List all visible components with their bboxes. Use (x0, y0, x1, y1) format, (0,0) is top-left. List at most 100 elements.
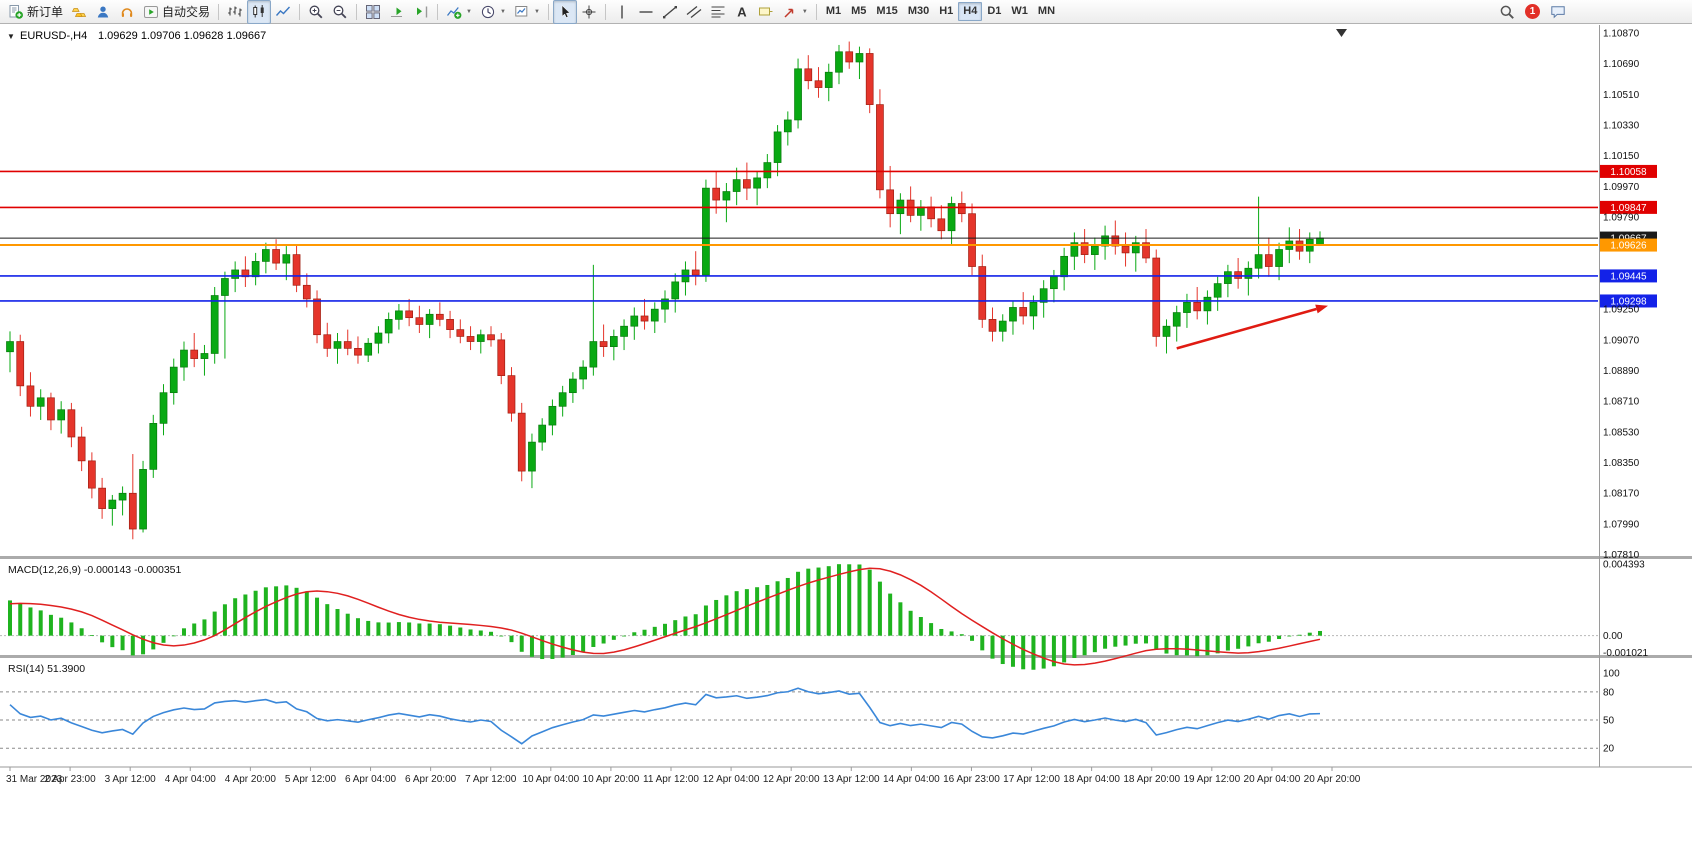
svg-text:1.09626: 1.09626 (1610, 241, 1647, 252)
one-click-trading-toggle[interactable]: ▼ (7, 32, 15, 41)
candle (231, 261, 240, 293)
timeframe-W1[interactable]: W1 (1011, 5, 1028, 17)
text-icon: A (734, 4, 750, 20)
price-badge-1.09626 (1600, 238, 1657, 252)
macd-bar (683, 616, 688, 636)
candle (753, 171, 761, 206)
time-label: 7 Apr 12:00 (465, 774, 517, 785)
auto-scroll-button[interactable] (385, 0, 409, 24)
timeframe-M30[interactable]: M30 (907, 5, 930, 17)
macd-bar (888, 593, 893, 636)
price-tick-label: 1.10870 (1603, 29, 1640, 40)
macd-bar (355, 618, 360, 636)
price-tick-label: 1.08350 (1603, 458, 1640, 469)
candle (57, 401, 66, 434)
search-button[interactable] (1495, 0, 1519, 24)
price-line-1.09298[interactable]: 1.09298 (0, 294, 1657, 308)
macd-bar (1021, 635, 1026, 670)
pane-divider[interactable] (0, 655, 1692, 658)
new-order-button[interactable]: 新订单 (4, 0, 67, 24)
indicators-icon (446, 4, 462, 20)
chart-shift-marker[interactable] (1336, 29, 1347, 37)
candle (1193, 286, 1202, 320)
macd-bar (836, 564, 841, 636)
price-tick-label: 1.10330 (1603, 121, 1640, 132)
community-button[interactable] (91, 0, 115, 24)
macd-axis-label: 0.004393 (1603, 560, 1645, 571)
price-line-1.09847[interactable]: 1.09847 (0, 200, 1657, 214)
horizontal-price-lines[interactable]: 1.10058 1.09847 1.096671.09626 1.09445 1.092… (0, 164, 1657, 308)
chat-button[interactable] (1546, 0, 1570, 24)
candle (354, 336, 362, 364)
arrows-button[interactable]: ▼ (778, 0, 812, 24)
horizontal-line-button[interactable] (634, 0, 658, 24)
chart-canvas[interactable]: 1.10058 1.09847 1.096671.09626 1.09445 1.092… (0, 25, 1692, 852)
macd-bar (826, 566, 831, 636)
candle (343, 329, 352, 356)
arrow-annotation[interactable] (1176, 304, 1328, 350)
macd-bar (478, 630, 483, 636)
timeframe-MN[interactable]: MN (1037, 5, 1056, 17)
indicators-button[interactable]: ▼ (442, 0, 476, 24)
candle (292, 244, 301, 293)
templates-button[interactable]: ▼ (510, 0, 544, 24)
text-button[interactable]: A (730, 0, 754, 24)
macd-bar (59, 617, 64, 636)
annotations[interactable] (1176, 304, 1328, 350)
macd-indicator-label: MACD(12,26,9) -0.000143 -0.000351 (8, 564, 182, 576)
notifications-badge[interactable]: 1 (1525, 4, 1540, 19)
cursor-button[interactable] (552, 0, 577, 24)
rsi-pane[interactable]: 100 80 50 20 (0, 669, 1620, 755)
gold-button[interactable] (67, 0, 91, 24)
macd-bar (775, 581, 780, 636)
text-label-button[interactable] (754, 0, 778, 24)
candle (1305, 232, 1314, 264)
vertical-line-button[interactable] (610, 0, 634, 24)
price-axis[interactable]: 1.10870 1.10690 1.10510 1.10330 1.10150 1.099… (1603, 29, 1640, 562)
timeframe-H1[interactable]: H1 (939, 5, 954, 17)
candle (835, 44, 843, 85)
macd-bar (1256, 635, 1261, 644)
candle-chart-button[interactable] (247, 0, 272, 24)
candle (558, 385, 567, 417)
price-line-1.09626[interactable]: 1.09626 (0, 238, 1657, 252)
price-line-1.10058[interactable]: 1.10058 (0, 164, 1657, 178)
macd-bar (171, 635, 176, 637)
fibonacci-button[interactable] (706, 0, 730, 24)
crosshair-button[interactable] (577, 0, 601, 24)
macd-bar (18, 603, 23, 636)
chart-shift-button[interactable] (409, 0, 433, 24)
candle (405, 298, 413, 327)
macd-bar (806, 568, 811, 636)
toolbar-separator (299, 3, 301, 20)
tile-windows-button[interactable] (361, 0, 385, 24)
macd-bar (970, 635, 975, 641)
candle (1101, 225, 1109, 260)
price-line-1.09667[interactable]: 1.09667 (0, 231, 1657, 245)
timeframe-H4[interactable]: H4 (958, 2, 983, 21)
line-chart-button[interactable] (271, 0, 295, 24)
zoom-in-button[interactable] (304, 0, 328, 24)
candle (333, 333, 342, 364)
pane-divider[interactable] (0, 556, 1692, 559)
candle (609, 329, 618, 361)
candle (927, 196, 935, 228)
macd-pane[interactable]: 0.004393 0.00 -0.001021 (0, 560, 1648, 670)
bar-chart-button[interactable] (223, 0, 247, 24)
market-button[interactable] (115, 0, 139, 24)
time-label: 5 Apr 12:00 (285, 774, 337, 785)
trendline-button[interactable] (658, 0, 682, 24)
timeframe-M1[interactable]: M1 (825, 5, 842, 17)
channel-button[interactable] (682, 0, 706, 24)
price-line-1.09445[interactable]: 1.09445 (0, 269, 1657, 283)
toolbar-separator (356, 3, 358, 20)
timeframe-D1[interactable]: D1 (987, 5, 1002, 17)
timeframe-M5[interactable]: M5 (851, 5, 867, 17)
autotrading-button[interactable]: 自动交易 (139, 0, 214, 24)
periods-button[interactable]: ▼ (476, 0, 510, 24)
macd-bar (980, 635, 985, 651)
timeframe-M15[interactable]: M15 (876, 5, 898, 17)
zoom-out-button[interactable] (328, 0, 352, 24)
rsi-axis-label: 50 (1603, 716, 1615, 727)
